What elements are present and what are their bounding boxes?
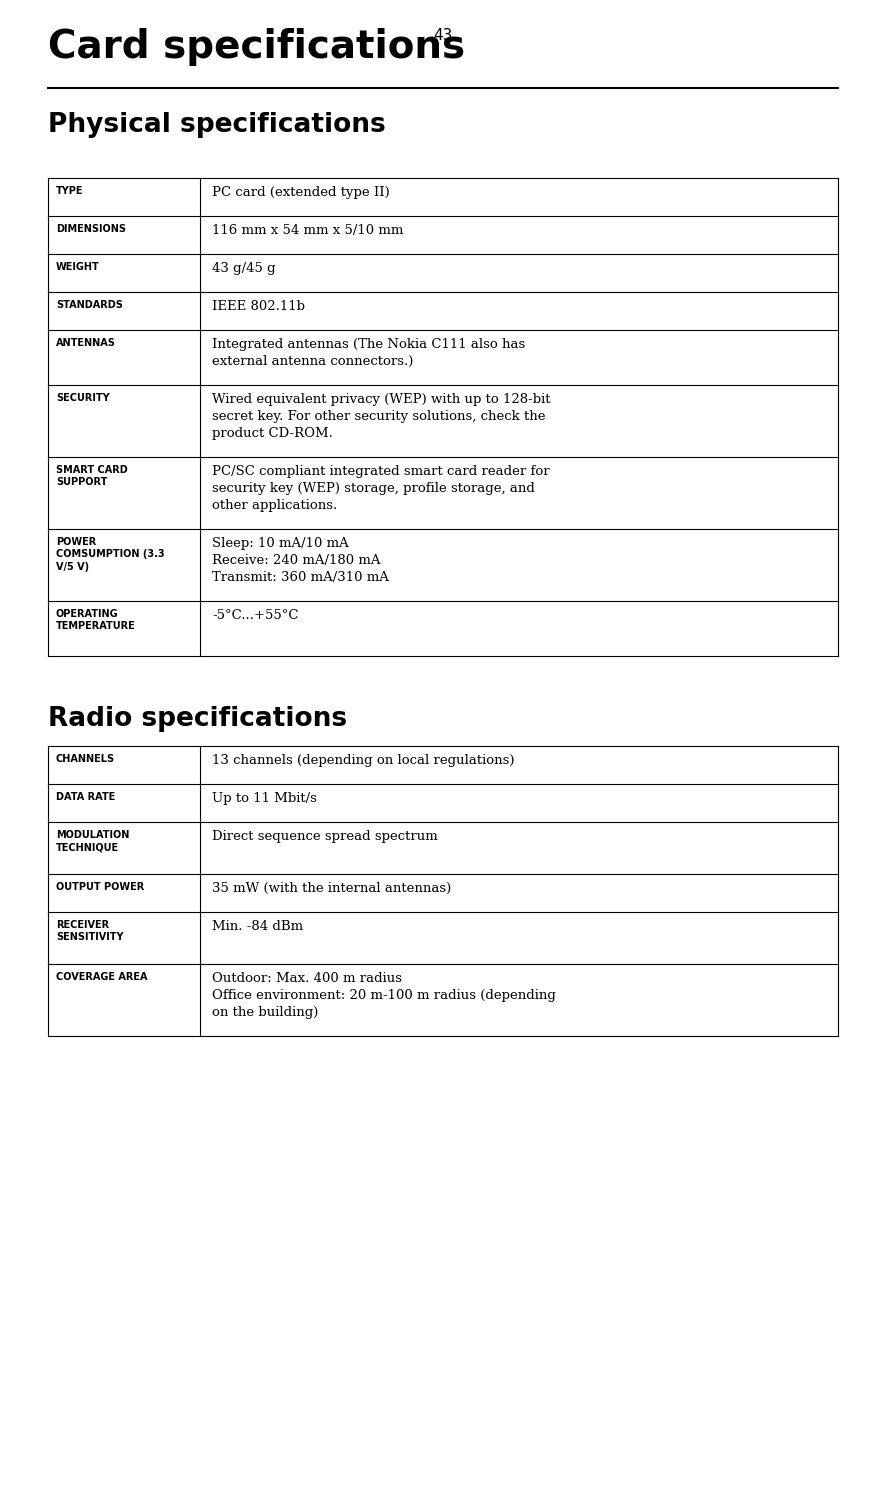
Text: SMART CARD
SUPPORT: SMART CARD SUPPORT [56, 464, 128, 487]
Text: DATA RATE: DATA RATE [56, 792, 115, 802]
Text: COVERAGE AREA: COVERAGE AREA [56, 973, 147, 982]
Text: POWER
COMSUMPTION (3.3
V/5 V): POWER COMSUMPTION (3.3 V/5 V) [56, 537, 165, 572]
Text: Outdoor: Max. 400 m radius
Office environment: 20 m-100 m radius (depending
on t: Outdoor: Max. 400 m radius Office enviro… [212, 973, 556, 1019]
Text: Integrated antennas (The Nokia C111 also has
external antenna connectors.): Integrated antennas (The Nokia C111 also… [212, 338, 525, 368]
Text: TYPE: TYPE [56, 185, 83, 196]
Text: STANDARDS: STANDARDS [56, 300, 123, 311]
Text: -5°C...+55°C: -5°C...+55°C [212, 609, 299, 621]
Text: RECEIVER
SENSITIVITY: RECEIVER SENSITIVITY [56, 920, 123, 942]
Text: Radio specifications: Radio specifications [48, 706, 347, 731]
Text: OPERATING
TEMPERATURE: OPERATING TEMPERATURE [56, 609, 136, 632]
Text: PC card (extended type II): PC card (extended type II) [212, 185, 390, 199]
Text: Wired equivalent privacy (WEP) with up to 128-bit
secret key. For other security: Wired equivalent privacy (WEP) with up t… [212, 394, 550, 440]
Text: 35 mW (with the internal antennas): 35 mW (with the internal antennas) [212, 882, 451, 896]
Text: IEEE 802.11b: IEEE 802.11b [212, 300, 305, 314]
Text: Card specifications: Card specifications [48, 29, 465, 66]
Text: CHANNELS: CHANNELS [56, 754, 115, 765]
Text: Direct sequence spread spectrum: Direct sequence spread spectrum [212, 829, 438, 843]
Text: DIMENSIONS: DIMENSIONS [56, 225, 126, 234]
Text: PC/SC compliant integrated smart card reader for
security key (WEP) storage, pro: PC/SC compliant integrated smart card re… [212, 464, 549, 513]
Text: WEIGHT: WEIGHT [56, 262, 100, 271]
Text: 13 channels (depending on local regulations): 13 channels (depending on local regulati… [212, 754, 515, 768]
Text: Physical specifications: Physical specifications [48, 112, 385, 139]
Text: 43: 43 [433, 29, 453, 44]
Text: ANTENNAS: ANTENNAS [56, 338, 116, 348]
Text: OUTPUT POWER: OUTPUT POWER [56, 882, 144, 893]
Text: Sleep: 10 mA/10 mA
Receive: 240 mA/180 mA
Transmit: 360 mA/310 mA: Sleep: 10 mA/10 mA Receive: 240 mA/180 m… [212, 537, 389, 584]
Text: 116 mm x 54 mm x 5/10 mm: 116 mm x 54 mm x 5/10 mm [212, 225, 403, 237]
Text: Min. -84 dBm: Min. -84 dBm [212, 920, 303, 933]
Text: MODULATION
TECHNIQUE: MODULATION TECHNIQUE [56, 829, 129, 852]
Text: Up to 11 Mbit/s: Up to 11 Mbit/s [212, 792, 317, 805]
Text: SECURITY: SECURITY [56, 394, 110, 403]
Text: 43 g/45 g: 43 g/45 g [212, 262, 276, 274]
